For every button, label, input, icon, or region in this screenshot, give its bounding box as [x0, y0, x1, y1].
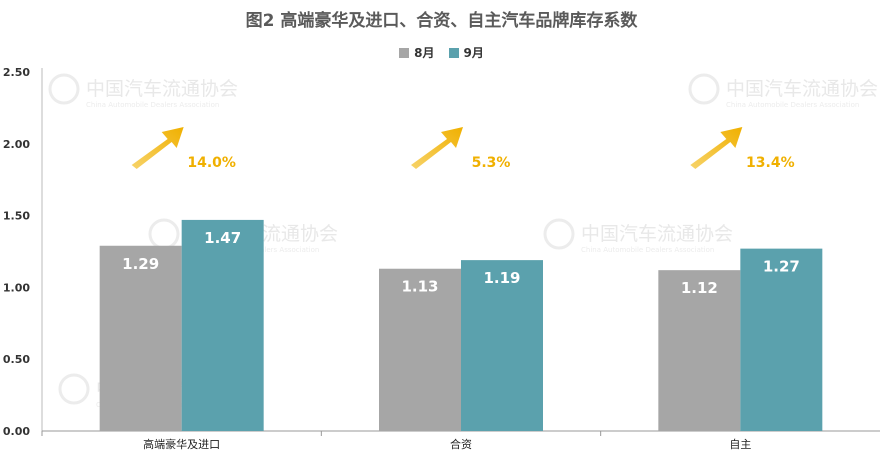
legend-label-sep: 9月 [463, 46, 484, 60]
legend-swatch-sep [448, 47, 459, 58]
bar-aug-0 [99, 245, 182, 431]
watermark-subtext-1: China Automobile Dealers Association [726, 101, 859, 109]
legend: 8月 9月 [0, 44, 883, 61]
watermark-text-1: 中国汽车流通协会 [726, 78, 878, 100]
data-label-aug-2: 1.12 [681, 279, 718, 297]
growth-label-0: 14.0% [187, 155, 236, 171]
growth-label-1: 5.3% [472, 155, 511, 171]
legend-item-aug: 8月 [399, 44, 435, 61]
bar-sep-1 [461, 260, 543, 431]
growth-arrow-icon-0 [131, 127, 184, 169]
x-tick-label-1: 合资 [450, 437, 472, 451]
bar-sep-0 [181, 219, 264, 431]
bar-aug-2 [658, 270, 741, 431]
bar-sep-2 [740, 248, 823, 431]
y-tick-label-5: 2.50 [3, 66, 30, 79]
x-tick-label-2: 自主 [729, 438, 751, 451]
legend-item-sep: 9月 [448, 44, 484, 61]
y-tick-label-4: 2.00 [3, 138, 30, 151]
watermark-logo-icon-0 [48, 73, 80, 105]
legend-swatch-aug [399, 47, 410, 58]
watermark-subtext-3: China Automobile Dealers Association [581, 246, 714, 254]
legend-label-aug: 8月 [414, 46, 435, 60]
data-label-sep-0: 1.47 [204, 229, 241, 247]
data-label-sep-1: 1.19 [483, 269, 520, 287]
watermark-logo-icon-3 [543, 218, 575, 250]
bar-aug-1 [379, 268, 461, 431]
watermark-subtext-0: China Automobile Dealers Association [86, 101, 219, 109]
data-label-aug-1: 1.13 [401, 278, 438, 296]
watermark-text-3: 中国汽车流通协会 [581, 223, 733, 245]
watermark-logo-icon-2 [148, 218, 180, 250]
growth-arrow-icon-1 [411, 127, 463, 169]
x-tick-label-0: 高端豪华及进口 [143, 437, 220, 451]
watermark-text-0: 中国汽车流通协会 [86, 78, 238, 100]
y-tick-label-2: 1.00 [3, 281, 30, 294]
y-tick-label-0: 0.00 [3, 425, 30, 438]
y-tick-label-1: 0.50 [3, 353, 30, 366]
watermark-logo-icon-4 [58, 373, 90, 405]
chart-title: 图2 高端豪华及进口、合资、自主汽车品牌库存系数 [245, 11, 638, 31]
y-tick-label-3: 1.50 [3, 210, 30, 223]
watermark-logo-icon-1 [688, 73, 720, 105]
data-label-aug-0: 1.29 [122, 255, 159, 273]
growth-arrow-icon-2 [690, 127, 743, 169]
growth-label-2: 13.4% [746, 155, 795, 171]
data-label-sep-2: 1.27 [763, 258, 800, 276]
